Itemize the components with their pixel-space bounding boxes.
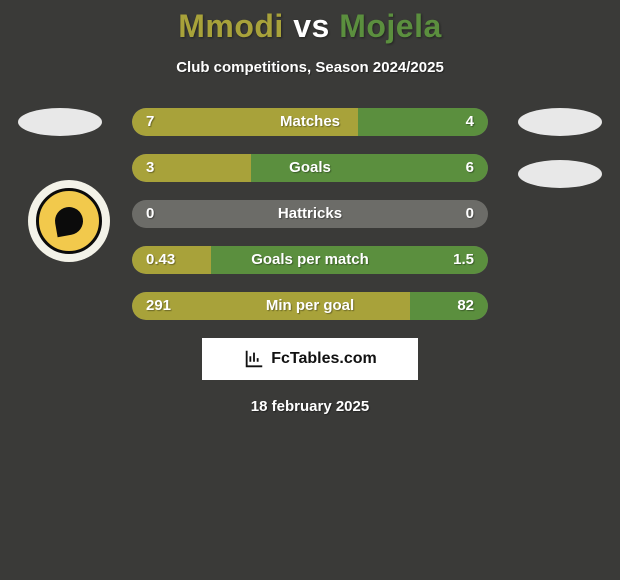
stat-bar: Matches7 4: [132, 108, 488, 136]
comparison-card: Mmodi vs Mojela Club competitions, Seaso…: [0, 0, 620, 580]
stat-value-left: 0: [146, 200, 154, 228]
player1-avatar: [18, 108, 102, 136]
vs-label: vs: [293, 8, 330, 44]
club-badge-icon: KAIZER CHIEFS: [36, 188, 102, 254]
stat-value-right: 0: [466, 200, 474, 228]
stat-value-left: 0.43: [146, 246, 175, 274]
stat-label: Goals: [132, 154, 488, 182]
stat-value-right: 4: [466, 108, 474, 136]
stat-label: Goals per match: [132, 246, 488, 274]
stat-bar: Min per goal291 82: [132, 292, 488, 320]
player1-name: Mmodi: [178, 8, 284, 44]
card-subtitle: Club competitions, Season 2024/2025: [0, 59, 620, 76]
card-title: Mmodi vs Mojela: [0, 0, 620, 45]
stat-bar: Goals3 6: [132, 154, 488, 182]
stat-label: Matches: [132, 108, 488, 136]
player2-club-avatar: [518, 160, 602, 188]
stat-value-right: 6: [466, 154, 474, 182]
card-date: 18 february 2025: [0, 398, 620, 415]
stat-bar: Goals per match0.43 1.5: [132, 246, 488, 274]
stat-bar: Hattricks0 0: [132, 200, 488, 228]
stat-label: Min per goal: [132, 292, 488, 320]
stat-value-left: 3: [146, 154, 154, 182]
brand-text: FcTables.com: [271, 350, 377, 368]
player2-name: Mojela: [339, 8, 442, 44]
stat-value-right: 82: [457, 292, 474, 320]
chart-icon: [243, 348, 265, 370]
stat-value-right: 1.5: [453, 246, 474, 274]
stat-value-left: 291: [146, 292, 171, 320]
player2-avatar: [518, 108, 602, 136]
stat-label: Hattricks: [132, 200, 488, 228]
stat-bars: Matches7 4 Goals3 6 Hattricks0 0 Goals per mat…: [132, 108, 488, 320]
brand-logo[interactable]: FcTables.com: [202, 338, 418, 380]
card-body: KAIZER CHIEFS Matches74Goals36Hattricks0…: [0, 108, 620, 320]
stat-value-left: 7: [146, 108, 154, 136]
player1-club-badge: KAIZER CHIEFS: [28, 180, 110, 262]
